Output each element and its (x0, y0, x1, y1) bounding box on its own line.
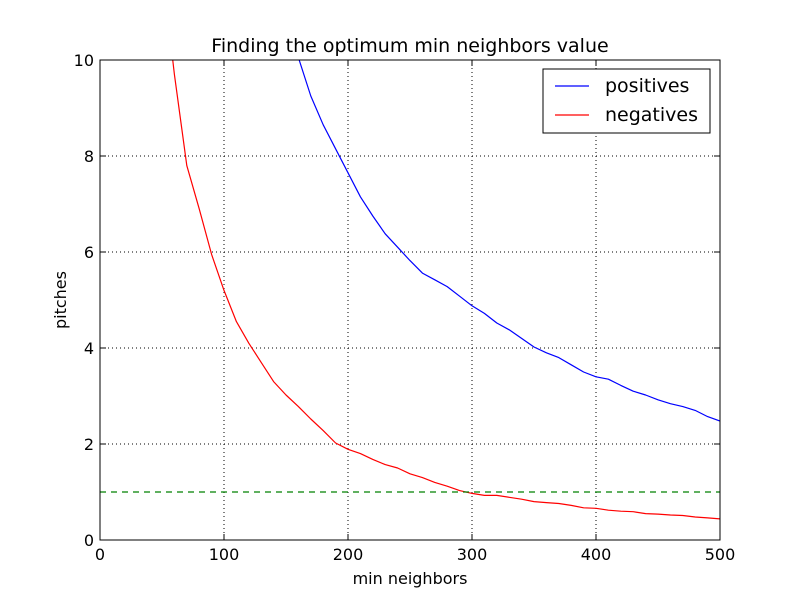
x-tick-label: 300 (457, 545, 488, 564)
series-lines (100, 60, 720, 520)
x-tick-label: 400 (581, 545, 612, 564)
x-axis-title: min neighbors (353, 569, 468, 588)
series-line-negatives (172, 60, 720, 520)
y-axis-title: pitches (51, 271, 70, 329)
plot-area (100, 60, 720, 540)
axis-ticks: 0 100 200 300 400 500 0 2 4 6 8 10 (74, 51, 736, 564)
y-tick-label: 0 (84, 531, 94, 550)
grid-lines (100, 60, 720, 540)
chart-title: Finding the optimum min neighbors value (211, 35, 608, 57)
y-tick-label: 4 (84, 339, 94, 358)
legend: positives negatives (542, 68, 711, 134)
y-tick-label: 8 (84, 147, 94, 166)
x-tick-label: 0 (95, 545, 105, 564)
y-tick-label: 2 (84, 435, 94, 454)
x-tick-label: 200 (333, 545, 364, 564)
legend-frame (542, 68, 711, 134)
plot-frame (99, 59, 721, 541)
x-tick-label: 100 (209, 545, 240, 564)
y-tick-label: 10 (74, 51, 94, 70)
legend-label-negatives: negatives (605, 104, 698, 126)
x-tick-label: 500 (705, 545, 736, 564)
y-tick-label: 6 (84, 243, 94, 262)
series-line-positives (298, 60, 720, 422)
legend-label-positives: positives (605, 75, 689, 97)
